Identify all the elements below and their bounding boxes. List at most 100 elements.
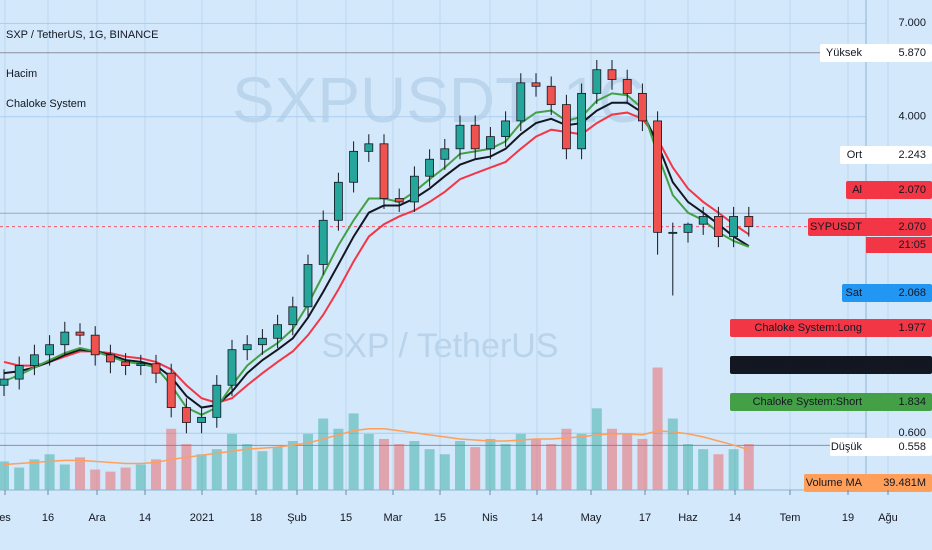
candle-body: [729, 216, 738, 237]
price-label-name: Chaloke System:Long: [754, 322, 862, 334]
price-label-value: 2.068: [898, 287, 926, 299]
x-tick-label: 16: [42, 512, 54, 524]
x-tick-label: Haz: [678, 512, 698, 524]
price-label-value: 5.870: [898, 47, 926, 59]
volume-bar: [75, 457, 85, 490]
price-label-box: [830, 438, 932, 456]
volume-bar: [622, 433, 633, 490]
x-tick-label: 15: [340, 512, 352, 524]
candle-body: [333, 181, 343, 221]
volume-bar: [637, 438, 648, 490]
volume-bar: [409, 441, 420, 490]
candles: [0, 59, 754, 434]
volume-bar: [242, 444, 253, 490]
volume-bar: [728, 449, 739, 490]
price-label-name: Volume MA: [806, 477, 863, 489]
volume-bar: [196, 454, 207, 490]
price-label-box: [730, 356, 932, 374]
volume-bar: [424, 449, 435, 490]
volume-bar: [59, 464, 70, 490]
price-label-box: [808, 218, 932, 236]
price-label-value: 1.977: [898, 322, 926, 334]
price-label-name: Chaloke System:Middle: [746, 359, 862, 371]
volume-bar: [318, 418, 329, 490]
countdown: 21:05: [898, 239, 926, 251]
volume-bar: [394, 444, 405, 490]
volume-bar: [698, 449, 709, 490]
candle-body: [668, 231, 678, 234]
candle-body: [29, 354, 39, 366]
volume-bar: [591, 408, 602, 490]
volume-bar: [0, 461, 9, 490]
price-label-box: [840, 146, 932, 164]
x-tick-label: 15: [434, 512, 446, 524]
price-label-value: 39.481M: [883, 477, 926, 489]
price-label-value: 2.070: [898, 221, 926, 233]
indicator-label: Hacim: [6, 68, 37, 80]
volume-bar: [500, 444, 511, 490]
candle-body: [653, 120, 662, 233]
candle-body: [75, 331, 85, 336]
x-tick-label: es: [0, 512, 11, 524]
volume-bar: [561, 428, 572, 490]
indicator-line: [3, 101, 750, 409]
x-tick-label: 14: [139, 512, 151, 524]
price-label-name: Düşük: [831, 441, 863, 453]
candle-body: [212, 384, 222, 418]
x-tick-label: 2021: [190, 512, 214, 524]
candle-body: [166, 372, 176, 408]
candle-body: [638, 92, 647, 122]
candle-body: [622, 79, 632, 94]
candle-body: [0, 378, 9, 386]
candle-body: [273, 324, 283, 339]
y-tick-label: 0.600: [898, 427, 926, 439]
countdown-box: [866, 237, 932, 253]
volume-bar: [652, 367, 663, 490]
candle-body: [349, 150, 359, 183]
volume-bar: [211, 449, 222, 490]
candle-body: [288, 306, 298, 326]
volume-bar: [151, 459, 161, 490]
candle-body: [683, 223, 693, 233]
candle-body: [607, 69, 617, 80]
volume-bar: [531, 438, 541, 490]
candle-body: [257, 337, 267, 346]
price-label-value: 0.558: [898, 441, 926, 453]
candle-body: [698, 216, 708, 225]
candle-body: [501, 120, 511, 138]
x-tick-label: Nis: [482, 512, 498, 524]
indicator-label: Chaloke System: [6, 98, 86, 110]
volume-bar: [272, 447, 283, 490]
candle-body: [714, 216, 723, 237]
x-tick-label: Ağu: [878, 512, 898, 524]
candle-body: [60, 331, 70, 346]
price-label-box: [730, 319, 932, 337]
volume-bar: [105, 471, 116, 490]
candle-body: [151, 363, 161, 374]
volume-bar: [29, 459, 40, 490]
x-tick-label: 18: [250, 512, 262, 524]
volume-bar: [90, 469, 101, 490]
candle-body: [592, 69, 602, 94]
volume-pane: [0, 367, 754, 490]
price-label-value: 2.243: [898, 149, 926, 161]
volume-bar: [485, 438, 496, 490]
indicator-line: [3, 111, 750, 404]
volume-bar: [470, 447, 481, 490]
volume-bar: [303, 433, 313, 490]
candle-body: [440, 148, 450, 160]
price-label-value: 1.842: [898, 359, 926, 371]
candle-body: [516, 82, 526, 122]
price-label-value: 1.834: [898, 396, 926, 408]
candle-body: [303, 264, 313, 308]
price-label-box: [804, 474, 932, 492]
candle-body: [90, 334, 100, 356]
price-label-box: [730, 393, 932, 411]
candle-body: [562, 104, 571, 150]
candle-body: [14, 365, 24, 380]
volume-bar: [455, 441, 465, 490]
candle-body: [364, 143, 374, 152]
volume-bar: [348, 413, 359, 490]
